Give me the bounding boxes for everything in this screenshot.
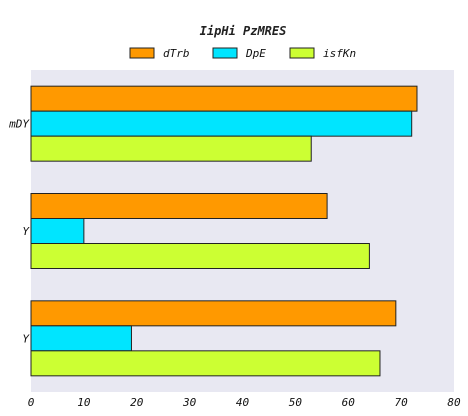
legend-swatch-isfKn <box>289 47 315 59</box>
y-category-label: Y <box>22 332 30 345</box>
x-axis-ticks: 0 10 20 30 40 50 60 70 80 <box>28 396 461 409</box>
legend-label-isfKn: isfKn <box>323 47 356 60</box>
x-tick-label: 70 <box>395 396 409 409</box>
bars <box>30 85 418 377</box>
x-tick-label: 60 <box>342 396 356 409</box>
x-tick-label: 20 <box>130 396 144 409</box>
bar-dTrb-2 <box>30 85 418 112</box>
bar-DpE-1 <box>30 218 85 244</box>
x-tick-label: 80 <box>447 396 461 409</box>
x-tick-label: 50 <box>289 396 303 409</box>
legend: dTrb DpE isfKn <box>129 47 356 60</box>
chart-title: IipHi PzMRES <box>200 24 287 38</box>
legend-swatch-dTrb <box>129 47 155 59</box>
x-tick-label: 10 <box>77 396 91 409</box>
legend-label-dTrb: dTrb <box>163 47 190 60</box>
bar-isfKn-2 <box>30 135 312 162</box>
legend-label-DpE: DpE <box>245 47 266 60</box>
bar-DpE-2 <box>30 110 413 137</box>
bar-dTrb-1 <box>30 193 328 219</box>
y-category-label: mDY <box>8 118 30 131</box>
bar-isfKn-0 <box>30 350 381 377</box>
bar-DpE-0 <box>30 325 132 352</box>
legend-swatch-DpE <box>212 47 238 59</box>
x-tick-label: 40 <box>236 396 250 409</box>
bar-dTrb-0 <box>30 300 397 327</box>
x-tick-label: 0 <box>28 396 35 409</box>
y-category-label: Y <box>22 225 30 238</box>
x-tick-label: 30 <box>182 396 197 409</box>
bar-isfKn-1 <box>30 243 370 269</box>
